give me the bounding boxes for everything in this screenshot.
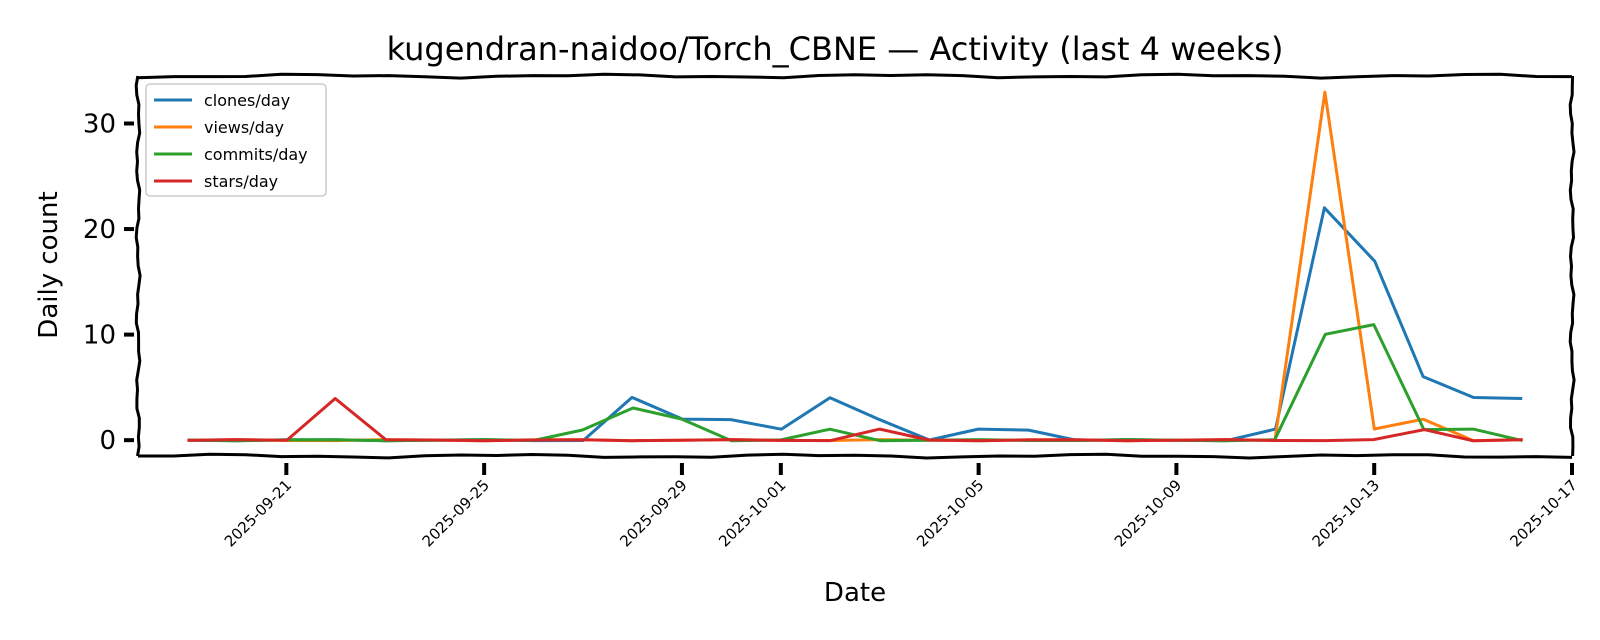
x-tick-label: 2025-10-01: [715, 476, 789, 550]
series-line-clones-day: [187, 206, 1523, 443]
x-tick-label: 2025-10-17: [1506, 476, 1580, 550]
chart-title: kugendran-naidoo/Torch_CBNE — Activity (…: [387, 30, 1284, 68]
plot-border-left: [134, 75, 142, 457]
plot-border-top: [137, 72, 1573, 80]
series-line-views-day: [187, 90, 1523, 443]
x-axis-label: Date: [824, 578, 886, 608]
x-tick-label: 2025-09-29: [616, 476, 690, 550]
x-tick-label: 2025-10-05: [913, 476, 987, 550]
y-tick-label: 20: [83, 215, 116, 245]
series-line-stars-day: [187, 397, 1523, 443]
legend: clones/day views/day commits/day stars/day: [145, 83, 327, 197]
plot-border-bottom: [138, 452, 1573, 460]
x-tick-label: 2025-09-21: [221, 476, 295, 550]
plot-frame: [134, 72, 1576, 460]
y-tick-label: 0: [99, 426, 116, 456]
x-tick-label: 2025-10-09: [1111, 476, 1185, 550]
y-tick-label: 10: [83, 321, 116, 351]
y-tick-label: 30: [83, 110, 116, 140]
plot-border-right: [1568, 75, 1576, 457]
legend-label: commits/day: [204, 145, 308, 164]
x-tick-label: 2025-10-13: [1309, 476, 1383, 550]
legend-label: clones/day: [204, 91, 290, 110]
y-axis: 0 10 20 30: [83, 110, 134, 456]
series-lines: [187, 90, 1523, 443]
legend-label: views/day: [204, 118, 284, 137]
y-axis-label: Daily count: [34, 191, 64, 338]
legend-label: stars/day: [204, 172, 278, 191]
x-axis: 2025-09-21 2025-09-25 2025-09-29 2025-10-01…: [221, 463, 1581, 550]
legend-box: [145, 83, 327, 197]
series-line-commits-day: [187, 323, 1523, 443]
x-tick-label: 2025-09-25: [419, 476, 493, 550]
